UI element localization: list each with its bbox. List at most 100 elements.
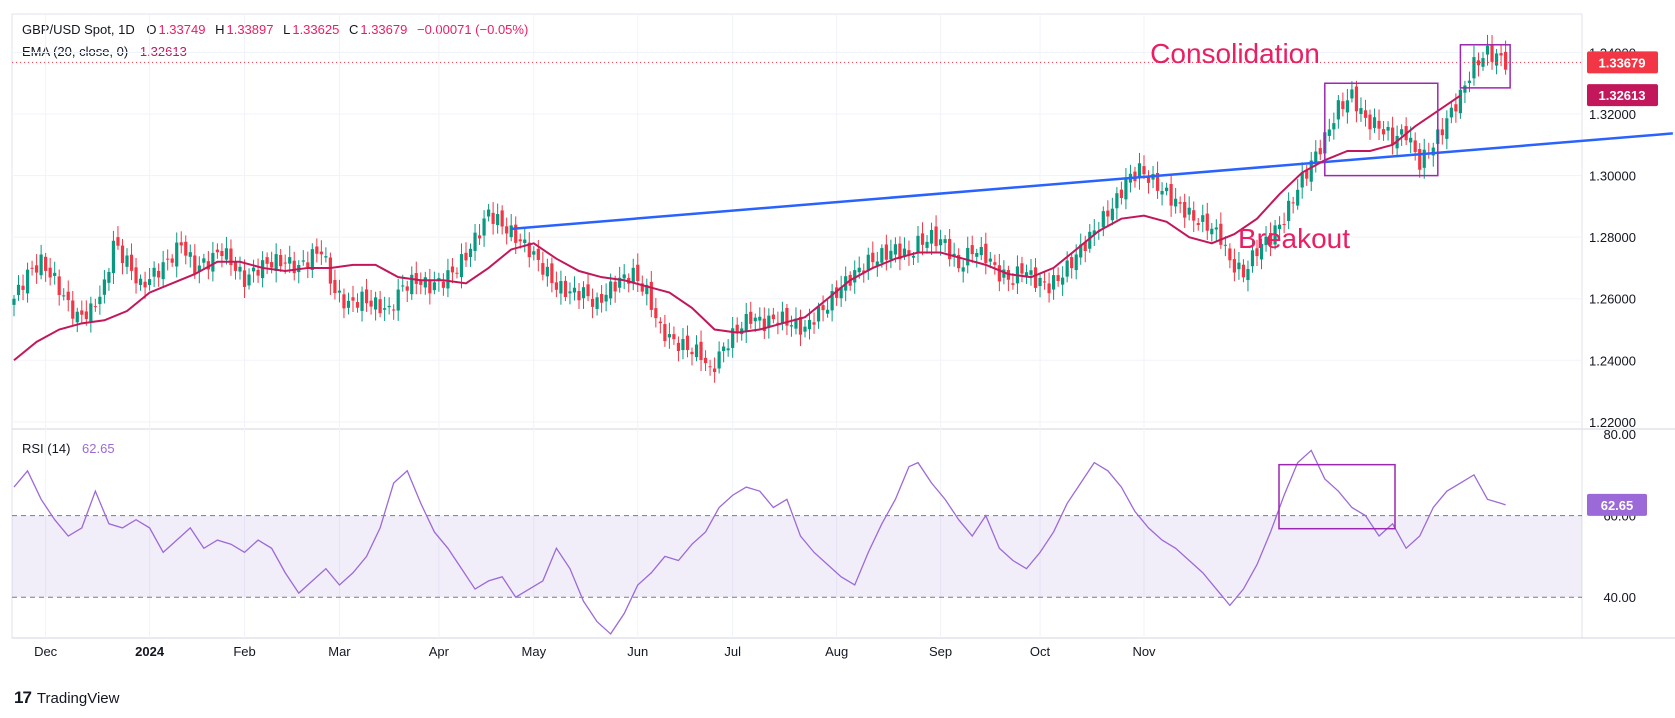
candle-body — [618, 277, 622, 288]
candle-body — [636, 264, 640, 282]
candle-body — [717, 351, 721, 369]
candle-up — [1472, 45, 1476, 86]
candle-body — [925, 241, 929, 248]
candle-down — [166, 249, 170, 271]
candle-body — [1187, 207, 1191, 215]
candle-body — [179, 242, 183, 246]
candle-up — [1101, 206, 1105, 237]
candle-body — [1273, 225, 1277, 245]
candle-up — [62, 288, 66, 301]
candle-up — [468, 243, 473, 267]
candle-body — [1309, 160, 1313, 182]
candle-up — [383, 296, 387, 321]
candle-body — [1287, 200, 1291, 222]
candle-down — [1056, 267, 1060, 287]
candle-up — [722, 342, 726, 363]
candle-body — [1268, 233, 1273, 245]
ema-20-line — [13, 94, 1461, 362]
candle-body — [220, 251, 224, 257]
candle-up — [1345, 88, 1349, 124]
ema-header[interactable]: EMA (20, close, 0) 1.32613 — [22, 44, 189, 59]
candle-down — [477, 223, 482, 245]
candle-up — [622, 264, 626, 290]
candle-up — [1029, 258, 1033, 286]
symbol-title[interactable]: GBP/USD Spot, 1D — [22, 22, 135, 37]
candle-body — [1228, 248, 1232, 261]
candle-up — [324, 247, 328, 263]
candle-down — [563, 275, 568, 302]
candle-body — [1422, 149, 1426, 168]
candle-down — [898, 236, 902, 271]
candle-up — [148, 268, 152, 291]
candle-up — [826, 298, 830, 318]
candle-body — [410, 274, 414, 295]
close-label: C — [348, 22, 359, 37]
candle-body — [640, 283, 644, 292]
candle-down — [600, 285, 604, 313]
candle-body — [1400, 129, 1404, 135]
candle-body — [595, 297, 599, 309]
candle-down — [685, 325, 690, 358]
candle-body — [1327, 129, 1331, 136]
candle-up — [288, 245, 292, 273]
open-value: 1.33749 — [158, 22, 206, 37]
candle-down — [577, 283, 581, 309]
candle-body — [776, 322, 780, 324]
candle-up — [975, 248, 979, 268]
candle-down — [134, 257, 138, 294]
tradingview-brand[interactable]: 17 TradingView — [14, 688, 119, 708]
candle-down — [66, 280, 70, 312]
candle-down — [948, 229, 952, 267]
candle-body — [387, 305, 391, 308]
rsi-last-badge-bg — [1587, 493, 1647, 516]
candle-down — [378, 290, 382, 318]
rsi-value-label: 62.65 — [82, 441, 115, 456]
rsi-tick-label: 80.00 — [1603, 427, 1636, 442]
candle-body — [432, 282, 436, 291]
candle-body — [175, 242, 179, 267]
candle-down — [256, 258, 260, 283]
candle-body — [948, 238, 952, 260]
candle-down — [1427, 142, 1431, 159]
candle-down — [1142, 155, 1146, 180]
candle-body — [292, 260, 296, 274]
candle-body — [1106, 210, 1110, 217]
candle-down — [676, 336, 681, 362]
candle-body — [771, 314, 775, 320]
candle-body — [920, 233, 925, 245]
candle-body — [247, 274, 251, 286]
candle-body — [1296, 189, 1300, 206]
candle-down — [957, 248, 961, 273]
candle-down — [658, 317, 662, 334]
candle-down — [455, 267, 459, 279]
candle-body — [428, 279, 432, 294]
candle-down — [1083, 235, 1087, 263]
candle-body — [1368, 114, 1372, 130]
candle-body — [107, 271, 111, 283]
candle-down — [1418, 143, 1422, 178]
candle-down — [129, 243, 134, 281]
candle-body — [238, 266, 242, 272]
candle-body — [586, 284, 590, 297]
candle-body — [1178, 202, 1182, 204]
candle-body — [1133, 171, 1137, 182]
candle-up — [1110, 197, 1114, 226]
candle-body — [166, 258, 170, 260]
candle-body — [202, 258, 206, 263]
candle-body — [767, 315, 771, 328]
candle-up — [346, 292, 351, 315]
candle-down — [934, 215, 938, 252]
candle-body — [554, 282, 558, 290]
candle-down — [279, 248, 283, 272]
candle-up — [1400, 124, 1404, 146]
candle-down — [672, 326, 676, 345]
candle-down — [215, 243, 219, 259]
candle-down — [1042, 271, 1047, 290]
candle-body — [1237, 262, 1241, 270]
candle-body — [306, 262, 310, 268]
ema-price-badge-bg — [1587, 84, 1658, 107]
rsi-header[interactable]: RSI (14) 62.65 — [22, 441, 117, 456]
candle-body — [1061, 277, 1065, 285]
candle-down — [351, 285, 355, 312]
